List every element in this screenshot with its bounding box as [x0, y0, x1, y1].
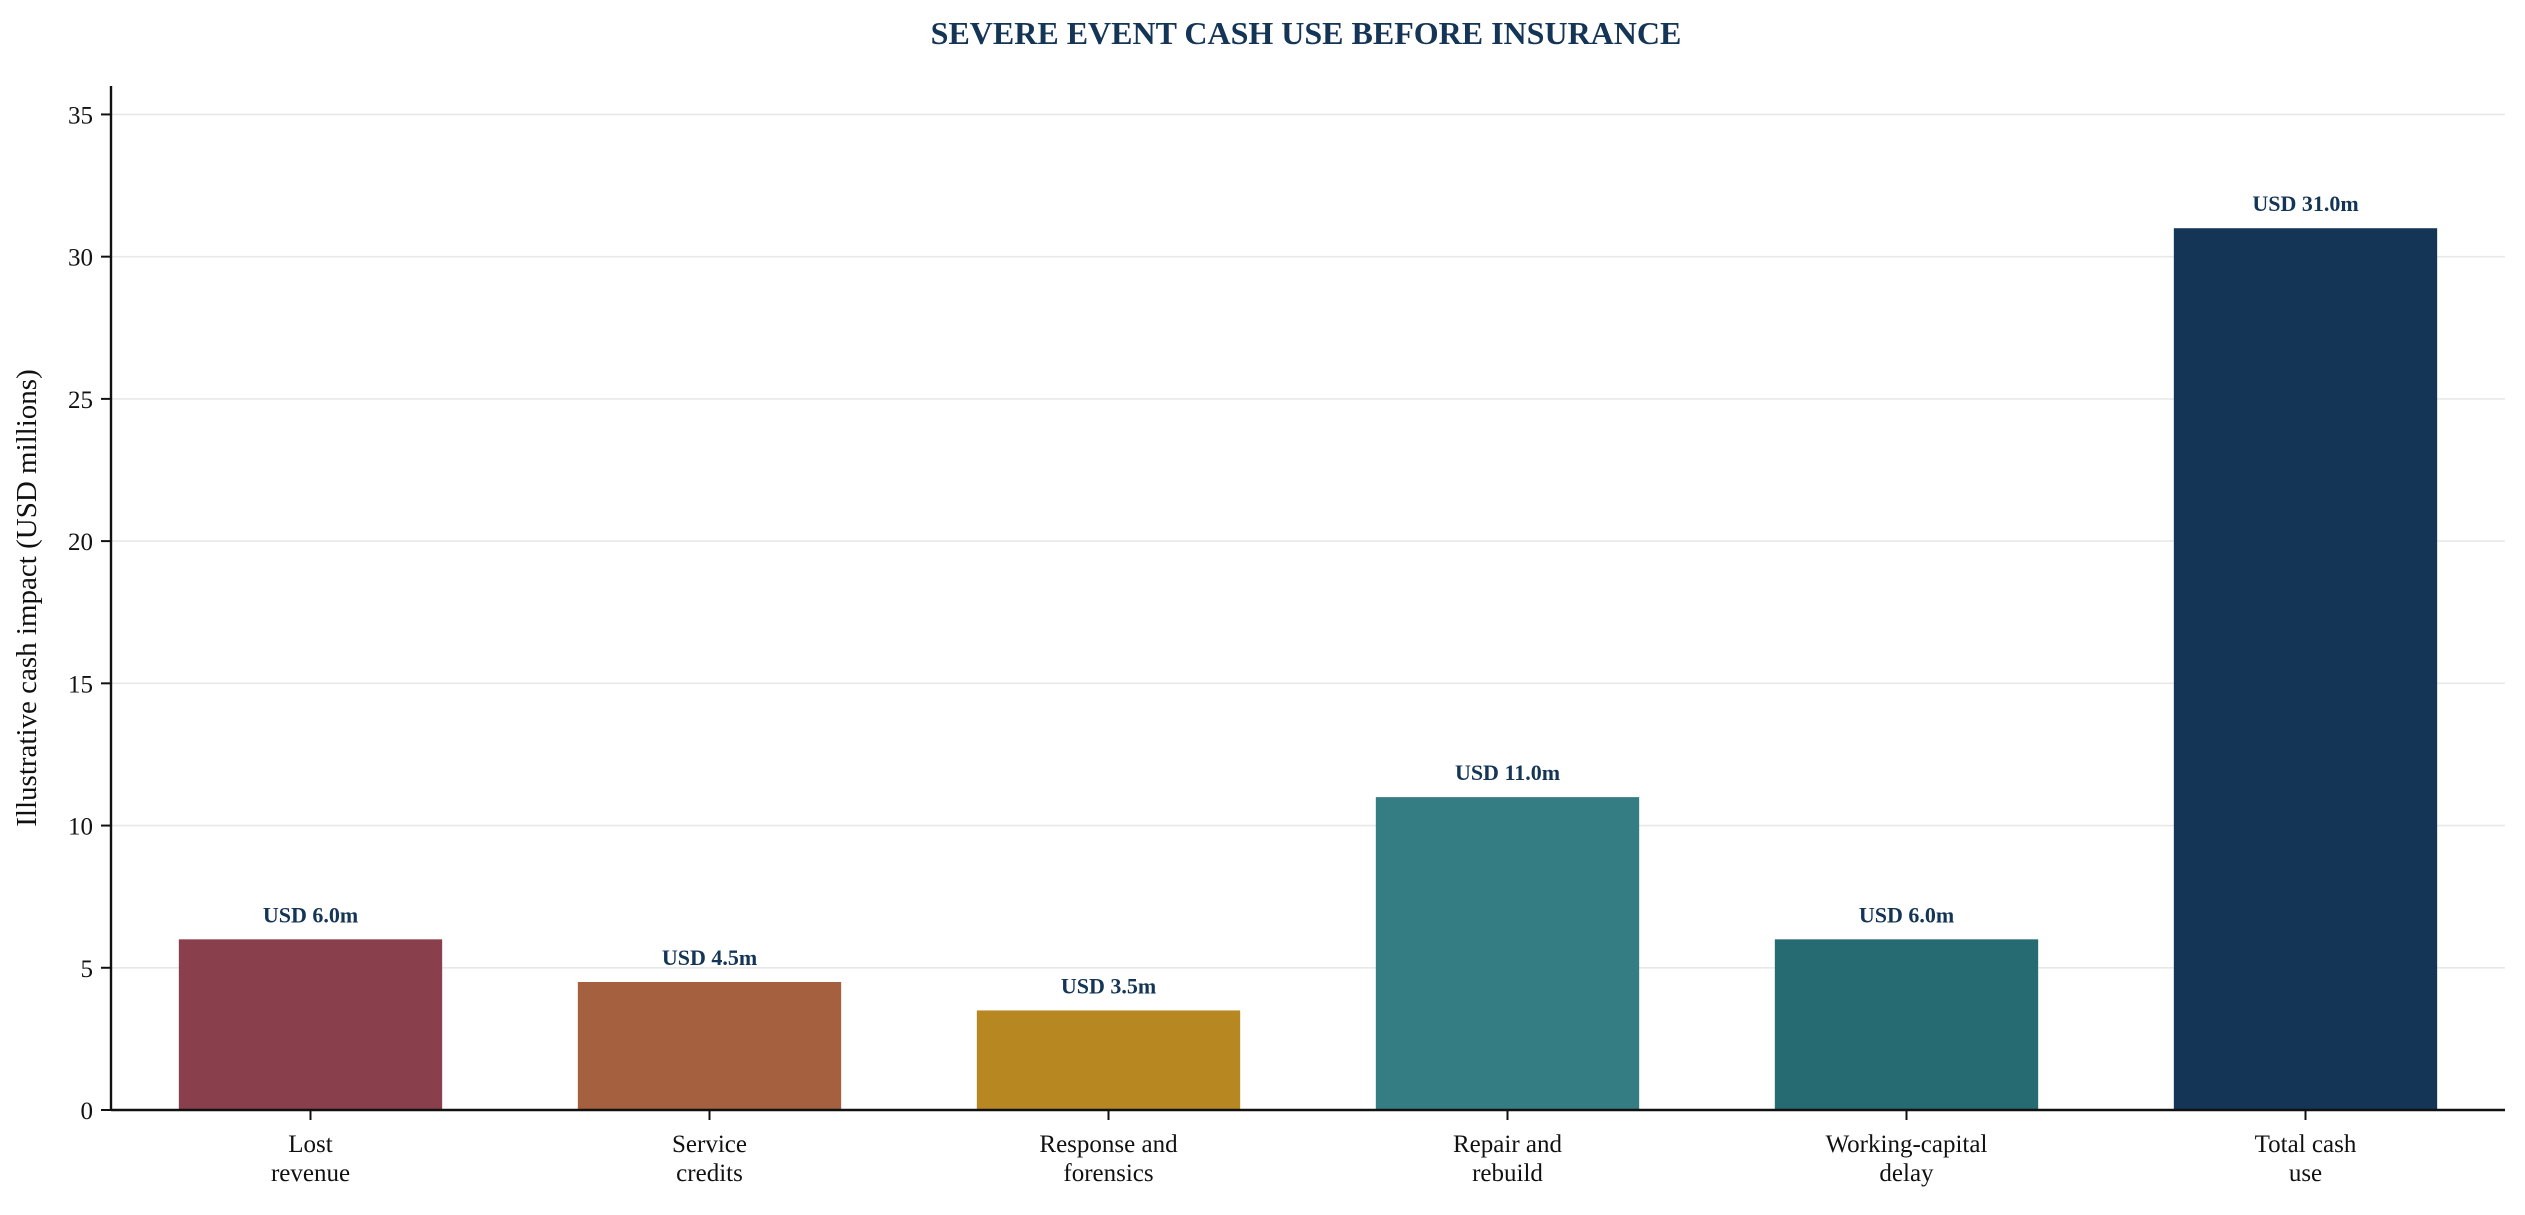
y-tick-label: 0 [81, 1098, 94, 1125]
bar-data-label: USD 6.0m [263, 902, 358, 927]
x-tick-label-line: forensics [1063, 1160, 1153, 1187]
x-tick-label-line: rebuild [1472, 1160, 1543, 1187]
x-tick-label-line: delay [1879, 1160, 1934, 1187]
x-tick-label: Lost revenue [271, 1131, 350, 1187]
axes [109, 86, 2505, 1112]
x-tick-label-line: Response and [1039, 1131, 1178, 1158]
bar [1774, 939, 2039, 1110]
bar-data-label: USD 11.0m [1455, 760, 1560, 785]
bar [976, 1010, 1241, 1110]
bar-data-label: USD 31.0m [2252, 191, 2358, 216]
y-axis-ticks: 0 5 10 15 20 25 30 35 [68, 102, 111, 1125]
y-tick-label: 10 [68, 814, 93, 841]
y-tick-label: 35 [68, 102, 93, 129]
x-axis-ticks: Lost revenue Service credits Response and for… [271, 1110, 2357, 1187]
x-tick-label: Total cash use [2255, 1131, 2357, 1187]
bar [577, 982, 842, 1110]
x-tick-label: Service credits [672, 1131, 747, 1187]
y-tick-label: 5 [81, 956, 94, 983]
y-tick-label: 30 [68, 245, 93, 272]
x-tick-label: Repair and rebuild [1453, 1131, 1562, 1187]
x-tick-label-line: revenue [271, 1160, 350, 1187]
x-tick-label-line: Lost [288, 1131, 333, 1158]
bar-data-label: USD 6.0m [1859, 902, 1954, 927]
data-labels: USD 6.0m USD 4.5m USD 3.5m USD 11.0m USD 6.0… [263, 191, 2359, 998]
y-tick-label: 15 [68, 671, 93, 698]
grid-lines [111, 113, 2505, 969]
bar [1375, 797, 1640, 1110]
bar [2173, 228, 2438, 1110]
x-tick-label: Response and forensics [1039, 1131, 1178, 1187]
bar [178, 939, 443, 1110]
chart-title: SEVERE EVENT CASH USE BEFORE INSURANCE [931, 15, 1682, 51]
x-tick-label-line: Repair and [1453, 1131, 1562, 1158]
x-tick-label-line: credits [676, 1160, 743, 1187]
x-tick-label: Working-capital delay [1826, 1131, 1988, 1187]
y-tick-label: 25 [68, 387, 93, 414]
bar-data-label: USD 4.5m [662, 945, 757, 970]
x-tick-label-line: Total cash [2255, 1131, 2357, 1158]
y-axis-label: Illustrative cash impact (USD millions) [11, 369, 43, 826]
bar-data-label: USD 3.5m [1061, 973, 1156, 998]
x-tick-label-line: use [2289, 1160, 2322, 1187]
x-tick-label-line: Working-capital [1826, 1131, 1988, 1158]
bars [178, 228, 2438, 1110]
x-tick-label-line: Service [672, 1131, 747, 1158]
y-tick-label: 20 [68, 529, 93, 556]
